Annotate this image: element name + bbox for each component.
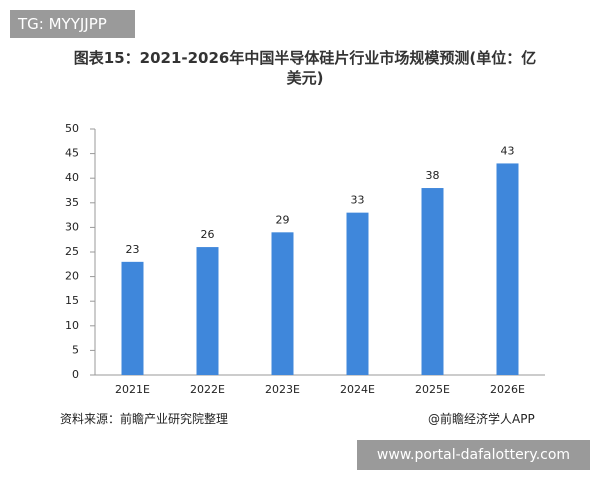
chart-title: 图表15：2021-2026年中国半导体硅片行业市场规模预测(单位：亿美元) — [73, 49, 537, 87]
bar — [196, 247, 219, 375]
y-tick-label: 30 — [65, 220, 79, 233]
y-tick-label: 5 — [72, 343, 79, 356]
y-tick-label: 10 — [65, 319, 79, 332]
credit: @前瞻经济学人APP — [428, 412, 535, 426]
value-label: 38 — [426, 169, 440, 182]
y-tick-label: 15 — [65, 294, 79, 307]
y-tick-label: 0 — [72, 368, 79, 381]
y-tick-label: 35 — [65, 196, 79, 209]
value-label: 23 — [126, 243, 140, 256]
x-tick-label: 2023E — [265, 383, 300, 396]
x-tick-label: 2025E — [415, 383, 450, 396]
value-label: 43 — [501, 144, 515, 157]
x-tick-label: 2024E — [340, 383, 375, 396]
x-tick-label: 2021E — [115, 383, 150, 396]
y-tick-label: 40 — [65, 171, 79, 184]
bar — [421, 188, 444, 375]
y-tick-label: 20 — [65, 270, 79, 283]
bar — [496, 163, 519, 375]
y-tick-label: 25 — [65, 245, 79, 258]
badge: TG: MYYJJPP — [10, 10, 135, 38]
value-label: 33 — [351, 194, 365, 207]
bar — [271, 232, 294, 375]
source: 资料来源：前瞻产业研究院整理 — [60, 412, 229, 426]
y-tick-label: 45 — [65, 147, 79, 160]
bar — [346, 212, 369, 375]
footer-url: www.portal-dafalottery.com — [357, 440, 590, 470]
x-tick-label: 2022E — [190, 383, 225, 396]
x-tick-label: 2026E — [490, 383, 525, 396]
value-label: 29 — [276, 213, 290, 226]
value-label: 26 — [201, 228, 215, 241]
y-tick-label: 50 — [65, 122, 79, 135]
bar — [121, 261, 144, 375]
